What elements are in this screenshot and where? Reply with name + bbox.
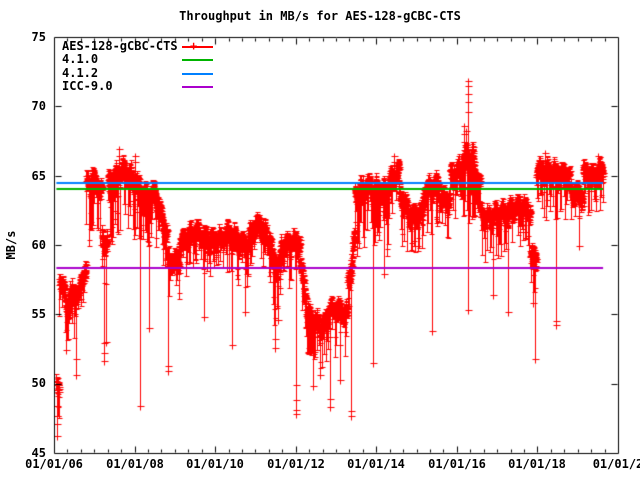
legend-line-sample — [182, 86, 213, 88]
y-tick-label: 60 — [31, 238, 46, 252]
y-tick-label: 70 — [31, 99, 46, 113]
legend-label: 4.1.0 — [62, 52, 99, 66]
y-tick-label: 75 — [31, 30, 46, 44]
x-tick-label: 01/01/12 — [267, 457, 325, 471]
x-tick-label: 01/01/16 — [428, 457, 486, 471]
y-tick-label: 50 — [31, 376, 46, 390]
legend-line-sample — [182, 59, 213, 61]
legend-item-series: AES-128-gCBC-CTS + — [62, 40, 232, 53]
legend-line-sample — [182, 46, 213, 48]
legend-item-icc90: ICC-9.0 — [62, 80, 232, 93]
x-tick-label: 01/01/08 — [106, 457, 164, 471]
x-tick-label: 01/01/06 — [25, 457, 83, 471]
legend-line-sample — [182, 73, 213, 75]
x-tick-label: 01/01/10 — [186, 457, 244, 471]
legend: AES-128-gCBC-CTS + 4.1.0 4.1.2 ICC-9.0 — [62, 40, 232, 94]
x-tick-label: 01/01/18 — [508, 457, 566, 471]
plus-marker-icon: + — [190, 39, 198, 53]
legend-item-412: 4.1.2 — [62, 67, 232, 80]
y-tick-label: 45 — [31, 446, 46, 460]
x-tick-label: 01/01/14 — [347, 457, 405, 471]
legend-item-410: 4.1.0 — [62, 53, 232, 66]
chart-title: Throughput in MB/s for AES-128-gCBC-CTS — [179, 9, 461, 23]
legend-label: 4.1.2 — [62, 66, 99, 80]
legend-label: ICC-9.0 — [62, 79, 113, 93]
y-tick-label: 65 — [31, 169, 46, 183]
x-tick-label: 01/01/2 — [592, 457, 640, 471]
y-tick-label: 55 — [31, 307, 46, 321]
legend-label: AES-128-gCBC-CTS — [62, 39, 178, 53]
